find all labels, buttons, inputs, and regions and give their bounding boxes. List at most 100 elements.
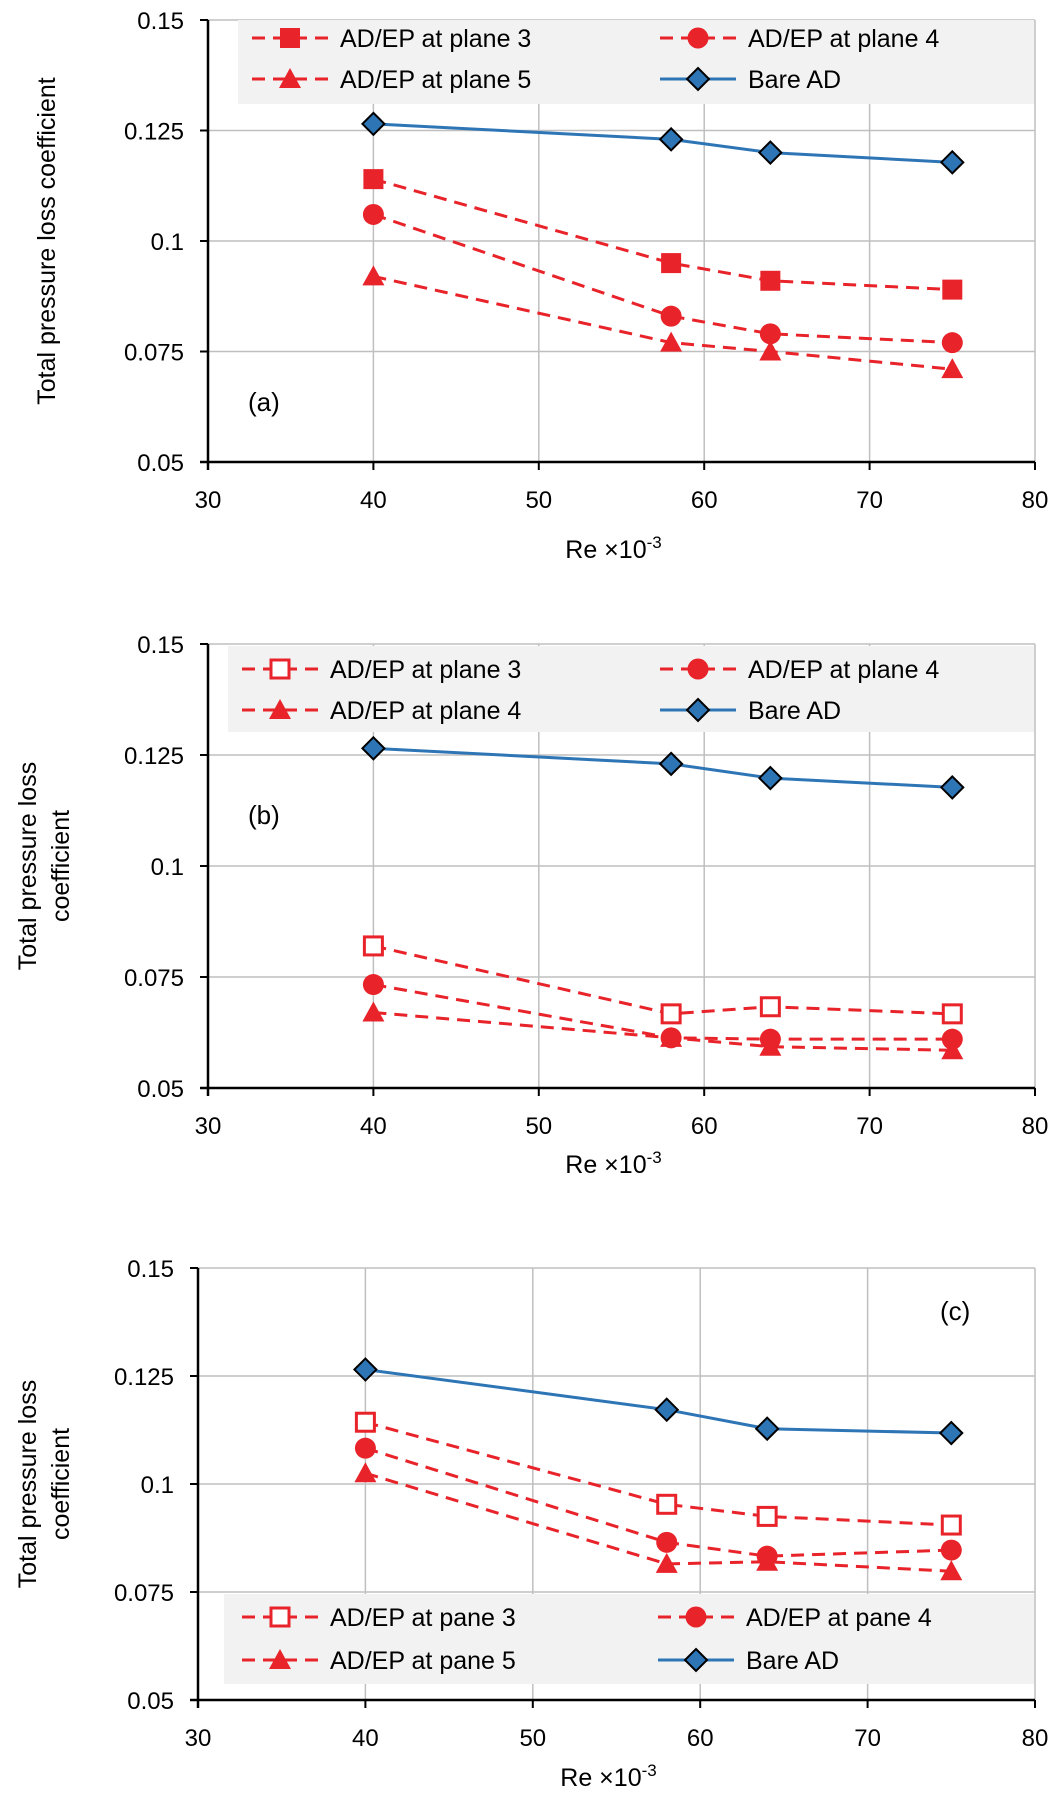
series-line (365, 1420, 952, 1527)
y-tick-label: 0.05 (127, 1688, 174, 1715)
x-tick-label: 80 (1022, 1113, 1049, 1140)
x-tick-label: 50 (525, 487, 552, 514)
y-axis-label-line: Total pressure loss (14, 1380, 42, 1588)
data-point (661, 253, 682, 274)
x-axis-label-exponent: -3 (642, 1761, 657, 1780)
data-point (660, 1026, 683, 1047)
legend-entry-label: AD/EP at plane 3 (340, 25, 531, 53)
data-point (940, 1539, 962, 1561)
y-tick-label: 0.1 (151, 854, 184, 881)
y-tick-label: 0.075 (124, 965, 184, 992)
x-axis-label-exponent: -3 (647, 533, 662, 552)
data-point (754, 1416, 780, 1442)
series-1 (362, 935, 963, 1025)
legend-entry-label: Bare AD (748, 697, 841, 725)
data-point (656, 1493, 678, 1515)
legend-swatch-marker (269, 699, 291, 719)
legend-entry-label: AD/EP at pane 5 (330, 1647, 516, 1675)
x-axis-label: Re ×10-3 (565, 1148, 661, 1179)
data-point (660, 305, 682, 327)
data-point (757, 140, 783, 166)
x-tick-label: 30 (185, 1725, 212, 1752)
data-point (938, 1420, 964, 1446)
legend-swatch-marker (687, 27, 709, 49)
legend-swatch-marker (685, 1606, 707, 1628)
data-point (658, 126, 684, 152)
legend-entry-label: AD/EP at plane 5 (340, 66, 531, 94)
data-point (759, 1035, 782, 1056)
y-tick-label: 0.15 (127, 1256, 174, 1283)
x-axis-label: Re ×10-3 (565, 533, 661, 564)
legend-swatch-marker (279, 68, 301, 88)
series-4 (360, 111, 965, 175)
data-point (940, 1560, 963, 1581)
data-point (354, 1411, 376, 1433)
legend-entry-label: AD/EP at pane 3 (330, 1604, 516, 1632)
data-point (756, 1505, 778, 1527)
x-tick-label: 80 (1022, 487, 1049, 514)
series-1 (354, 1411, 962, 1536)
series-line (364, 1446, 952, 1558)
chart-panel-3: 30 40 50 60 70 80 0.05 0.075 0.1 0.125 0.15 Re ×10-… (14, 1256, 1048, 1792)
y-tick-label: 0.15 (137, 8, 184, 35)
data-point (756, 1550, 779, 1571)
data-point (352, 1357, 378, 1382)
x-axis-label: Re ×10-3 (560, 1761, 656, 1792)
legend-swatch-marker (685, 66, 711, 92)
legend: AD/EP at plane 3 AD/EP at plane 4 AD/EP at… (238, 20, 1034, 104)
y-axis-label-line: Total pressure loss coefficient (33, 77, 61, 405)
chart-panel-2: 30 40 50 60 70 80 0.05 0.075 0.1 0.125 0.15 Re ×10-… (14, 632, 1048, 1179)
y-tick-label: 0.125 (114, 1364, 174, 1391)
series-3 (362, 1001, 964, 1060)
x-axis-label-exponent: -3 (647, 1148, 662, 1167)
y-axis-label-line: coefficient (47, 810, 75, 922)
y-axis-label-line: coefficient (47, 1428, 75, 1540)
x-tick-label: 30 (195, 1113, 222, 1140)
series-3 (362, 265, 964, 379)
legend-swatch-marker (685, 697, 711, 723)
series-4 (352, 1357, 964, 1446)
data-point (658, 751, 684, 777)
data-point (362, 203, 384, 225)
legend-entry-label: AD/EP at plane 4 (330, 697, 521, 725)
x-tick-label: 70 (856, 1113, 883, 1140)
legend-swatch-marker (280, 28, 300, 48)
x-tick-label: 40 (360, 487, 387, 514)
x-tick-label: 50 (519, 1725, 546, 1752)
legend-entry-label: AD/EP at plane 4 (748, 25, 939, 53)
data-point (660, 331, 683, 352)
data-point (939, 149, 965, 175)
series-line (373, 746, 953, 789)
y-tick-label: 0.1 (141, 1472, 174, 1499)
series-line (373, 274, 953, 371)
data-point (760, 270, 781, 291)
data-point (941, 1039, 964, 1060)
chart-panel-1: 30 40 50 60 70 80 0.05 0.075 0.1 0.125 0.15 Re ×10-… (33, 8, 1048, 564)
data-point (354, 1437, 376, 1459)
series-3 (354, 1462, 963, 1581)
series-line (373, 983, 953, 1041)
legend-entry-label: AD/EP at plane 4 (748, 656, 939, 684)
legend-entry-label: AD/EP at pane 4 (746, 1604, 932, 1632)
data-point (759, 340, 782, 361)
data-point (941, 1028, 963, 1050)
series-line (373, 122, 953, 164)
data-point (656, 1531, 678, 1553)
data-point (942, 279, 963, 300)
x-tick-label: 30 (195, 487, 222, 514)
legend-entry-label: Bare AD (746, 1647, 839, 1675)
y-tick-label: 0.05 (137, 450, 184, 477)
x-tick-label: 40 (352, 1725, 379, 1752)
x-tick-label: 40 (360, 1113, 387, 1140)
y-tick-label: 0.075 (124, 340, 184, 367)
data-point (757, 765, 783, 791)
y-axis-label: Total pressure loss coefficient (33, 77, 61, 405)
y-tick-label: 0.05 (137, 1076, 184, 1103)
panel-tag: (c) (940, 1296, 970, 1326)
data-point (941, 1003, 963, 1025)
legend-swatch-marker (269, 1606, 291, 1628)
y-tick-label: 0.15 (137, 632, 184, 659)
data-point (362, 974, 384, 996)
x-tick-label: 60 (691, 1113, 718, 1140)
series-line (373, 1011, 953, 1052)
